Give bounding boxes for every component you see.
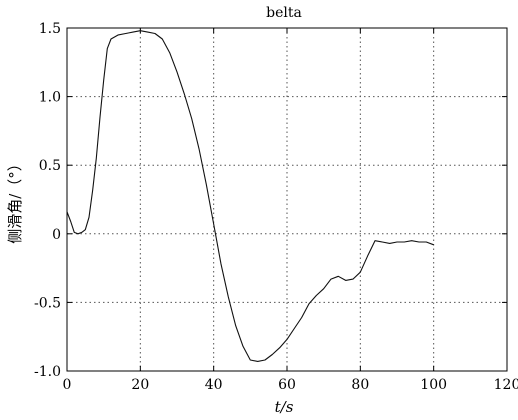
x-tick-label: 100 (420, 377, 447, 393)
chart-title: belta (266, 5, 302, 21)
x-tick-label: 20 (131, 377, 149, 393)
y-axis-label: 侧滑角/（°） (6, 156, 24, 244)
series-line-0 (66, 30, 434, 362)
x-tick-label: 80 (351, 377, 369, 393)
series-layer (66, 30, 434, 362)
grid-lines (67, 28, 507, 371)
y-tick-label: -0.5 (34, 295, 61, 311)
x-tick-labels: 0 20 40 60 80 100 120 (63, 377, 518, 393)
x-tick-label: 0 (63, 377, 72, 393)
y-tick-label: 1.0 (39, 90, 61, 106)
plot-frame (66, 27, 508, 372)
y-tick-label: -1.0 (34, 364, 61, 380)
x-tick-label: 60 (278, 377, 296, 393)
x-axis-label: t/s (275, 398, 294, 416)
y-tick-labels: -1.0 -0.5 0 0.5 1.0 1.5 (34, 21, 61, 380)
y-tick-label: 0.5 (39, 158, 61, 174)
x-tick-label: 120 (494, 377, 518, 393)
y-tick-label: 0 (52, 227, 61, 243)
x-tick-label: 40 (205, 377, 223, 393)
y-tick-label: 1.5 (39, 21, 61, 37)
